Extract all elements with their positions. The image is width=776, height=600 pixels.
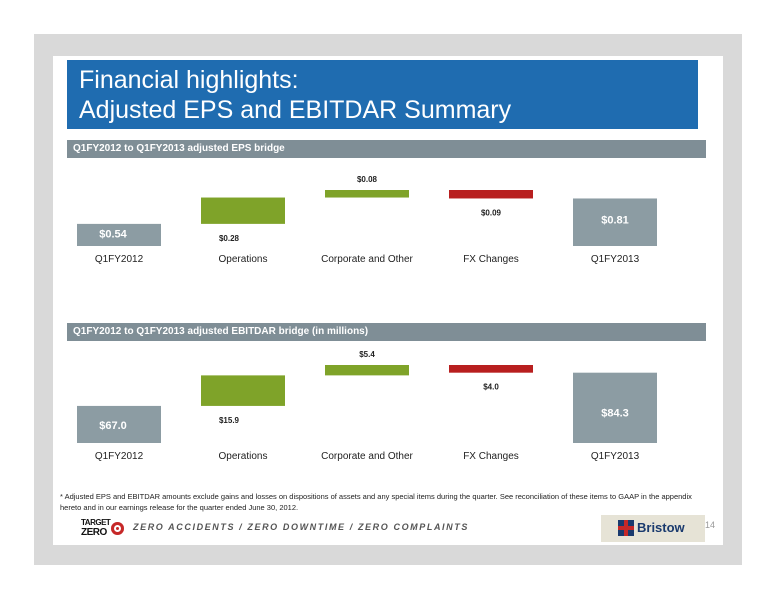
category-label: FX Changes bbox=[463, 451, 519, 462]
category-label: Q1FY2012 bbox=[95, 451, 144, 462]
category-label: Corporate and Other bbox=[321, 451, 413, 462]
slide-footer: TARGET ZERO ZERO ACCIDENTS / ZERO DOWNTI… bbox=[56, 513, 720, 543]
category-label: Q1FY2012 bbox=[95, 254, 144, 265]
bristow-wordmark: Bristow bbox=[637, 520, 685, 535]
bar-q1fy2012 bbox=[77, 223, 161, 246]
category-label: Operations bbox=[219, 451, 268, 462]
page-number: 14 bbox=[705, 520, 716, 530]
banner-arrow-notch bbox=[685, 74, 698, 114]
bar-corporate-and-other bbox=[325, 365, 409, 376]
slide-canvas bbox=[53, 56, 723, 545]
category-label: Operations bbox=[219, 254, 268, 265]
data-label: $0.81 bbox=[601, 214, 629, 226]
title-banner: Financial highlights: Adjusted EPS and E… bbox=[67, 60, 698, 129]
slide-title: Financial highlights: bbox=[79, 66, 299, 94]
data-label: $84.3 bbox=[601, 407, 629, 419]
data-label: $0.28 bbox=[219, 234, 240, 243]
bristow-flag-icon bbox=[618, 520, 634, 536]
data-label: $0.09 bbox=[481, 208, 502, 217]
data-label: $67.0 bbox=[99, 420, 127, 432]
category-label: Corporate and Other bbox=[321, 254, 413, 265]
bristow-logo: Bristow bbox=[601, 515, 705, 542]
bar-operations bbox=[201, 197, 285, 224]
data-label: $0.08 bbox=[357, 175, 378, 184]
bar-corporate-and-other bbox=[325, 190, 409, 198]
bar-q1fy2012 bbox=[77, 405, 161, 443]
target-icon bbox=[111, 522, 124, 535]
eps-chart-title: Q1FY2012 to Q1FY2013 adjusted EPS bridge bbox=[67, 140, 706, 158]
bar-fx-changes bbox=[449, 190, 533, 199]
data-label: $15.9 bbox=[219, 416, 240, 425]
category-label: Q1FY2013 bbox=[591, 254, 640, 265]
footnote: * Adjusted EPS and EBITDAR amounts exclu… bbox=[60, 492, 692, 512]
data-label: $0.54 bbox=[99, 229, 127, 241]
target-zero-logo: TARGET ZERO bbox=[81, 516, 125, 540]
ebitdar-bridge-chart: $67.0 Q1FY2012 $15.9 Operations $5.4 Corporat… bbox=[77, 350, 657, 462]
data-label: $4.0 bbox=[483, 383, 499, 392]
eps-bridge-chart: $0.54 Q1FY2012 $0.28 Operations $0.08 Corpora… bbox=[77, 175, 657, 265]
ebitdar-chart-title: Q1FY2012 to Q1FY2013 adjusted EBITDAR br… bbox=[67, 323, 706, 341]
data-label: $5.4 bbox=[359, 350, 375, 359]
bar-q1fy2013 bbox=[573, 372, 657, 443]
category-label: Q1FY2013 bbox=[591, 451, 640, 462]
category-label: FX Changes bbox=[463, 254, 519, 265]
safety-slogan: ZERO ACCIDENTS / ZERO DOWNTIME / ZERO CO… bbox=[133, 522, 469, 532]
bar-fx-changes bbox=[449, 365, 533, 373]
bar-operations bbox=[201, 375, 285, 406]
slide-subtitle: Adjusted EPS and EBITDAR Summary bbox=[79, 96, 512, 124]
bar-q1fy2013 bbox=[573, 198, 657, 246]
